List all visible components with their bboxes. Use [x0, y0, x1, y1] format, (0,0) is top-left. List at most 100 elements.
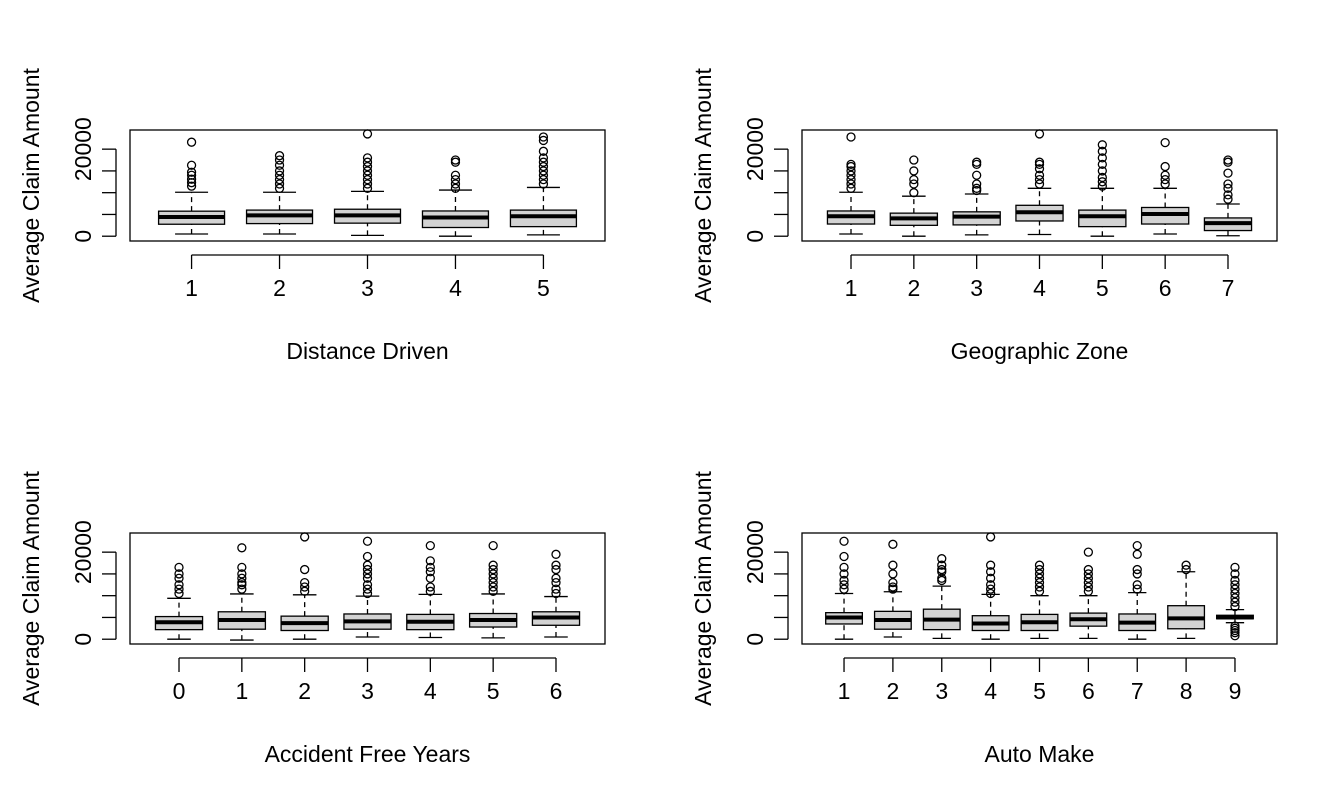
x-tick-label: 2 — [298, 678, 311, 704]
outlier — [1230, 597, 1240, 607]
outlier — [274, 174, 285, 185]
outlier — [1034, 577, 1045, 588]
y-tick-label: 20000 — [70, 520, 96, 584]
x-tick-label: 2 — [273, 275, 286, 301]
outlier — [888, 539, 898, 549]
y-axis-title: Average Claim Amount — [18, 67, 44, 302]
outlier — [237, 573, 247, 583]
panel: 0 20000 0 1 2 3 4 5 6 Accident Free Years Average … — [18, 470, 606, 767]
outlier — [1132, 584, 1142, 594]
outlier — [972, 179, 982, 189]
outlier — [186, 174, 197, 184]
outlier — [362, 560, 373, 570]
x-tick-label: 4 — [984, 678, 997, 704]
x-tick-label: 8 — [1180, 678, 1193, 704]
outlier — [1034, 569, 1045, 579]
outlier — [450, 155, 461, 165]
x-tick-label: 1 — [845, 275, 858, 301]
panel: 0 20000 1 2 3 4 5 6 7 Geographic Zone Average Clai… — [690, 67, 1278, 364]
x-tick-label: 5 — [487, 678, 500, 704]
outlier — [362, 569, 373, 579]
x-tick-label: 6 — [1082, 678, 1095, 704]
plot-frame — [801, 532, 1278, 645]
plot-frame — [801, 129, 1278, 242]
outlier — [1097, 153, 1107, 163]
outlier — [362, 129, 373, 139]
outlier — [488, 569, 498, 579]
outlier — [1230, 621, 1240, 631]
outlier — [237, 569, 247, 579]
outlier — [300, 577, 310, 588]
x-tick-label: 6 — [1159, 275, 1172, 301]
outlier — [888, 569, 898, 579]
y-axis-title: Average Claim Amount — [18, 470, 44, 705]
outlier — [538, 146, 549, 156]
outlier — [450, 179, 461, 189]
outlier — [1230, 601, 1240, 612]
outlier — [846, 166, 856, 176]
x-tick-label: 5 — [1033, 678, 1046, 704]
outlier — [1132, 569, 1142, 579]
outlier — [362, 174, 373, 185]
outlier — [839, 551, 849, 562]
outlier — [1034, 157, 1045, 167]
outlier — [972, 183, 982, 193]
outlier — [488, 586, 498, 596]
outlier — [1097, 172, 1107, 183]
plot-frame — [129, 129, 606, 242]
outlier — [362, 584, 373, 594]
outlier — [1034, 582, 1045, 592]
outlier — [937, 573, 947, 583]
outlier — [174, 584, 184, 594]
x-tick-label: 5 — [537, 275, 550, 301]
outlier — [237, 577, 247, 588]
outlier — [1230, 588, 1240, 599]
outlier — [425, 540, 435, 551]
outlier — [1132, 540, 1142, 551]
x-tick-label: 0 — [173, 678, 186, 704]
y-tick-label: 20000 — [742, 520, 768, 584]
x-tick-label: 6 — [550, 678, 563, 704]
outlier — [274, 166, 285, 176]
outlier — [985, 588, 996, 599]
outlier — [538, 161, 549, 172]
outlier — [1097, 177, 1107, 187]
outlier — [909, 174, 919, 185]
x-tick-label: 3 — [970, 275, 983, 301]
outlier — [1223, 194, 1233, 204]
panel: 0 20000 1 2 3 4 5 Distance Driven Average Claim … — [18, 67, 606, 364]
outlier — [839, 580, 849, 590]
outlier — [1230, 575, 1240, 586]
outlier — [1034, 179, 1045, 189]
outlier — [488, 540, 498, 551]
outlier — [1230, 593, 1240, 603]
outlier — [425, 573, 435, 583]
panel: 0 20000 1 2 3 4 5 6 7 8 9 Auto Make Average Claim Am… — [690, 470, 1278, 767]
outlier — [839, 584, 849, 594]
x-tick-label: 4 — [449, 275, 462, 301]
x-axis-title: Distance Driven — [286, 338, 448, 364]
plot-frame — [129, 532, 606, 645]
outlier — [972, 170, 982, 180]
outlier — [186, 137, 197, 147]
outlier — [909, 166, 919, 176]
x-tick-label: 1 — [838, 678, 851, 704]
outlier — [985, 532, 996, 542]
outlier — [362, 551, 373, 562]
outlier — [985, 580, 996, 590]
outlier — [1034, 174, 1045, 185]
outlier — [174, 569, 184, 579]
outlier — [1223, 183, 1233, 193]
outlier — [909, 179, 919, 189]
outlier — [538, 179, 549, 189]
outlier — [362, 166, 373, 176]
outlier — [362, 564, 373, 575]
outlier — [450, 170, 461, 180]
outlier — [300, 532, 310, 542]
outlier — [1083, 547, 1094, 557]
outlier — [300, 582, 310, 592]
outlier — [274, 155, 285, 165]
outlier — [839, 575, 849, 586]
x-tick-label: 3 — [935, 678, 948, 704]
